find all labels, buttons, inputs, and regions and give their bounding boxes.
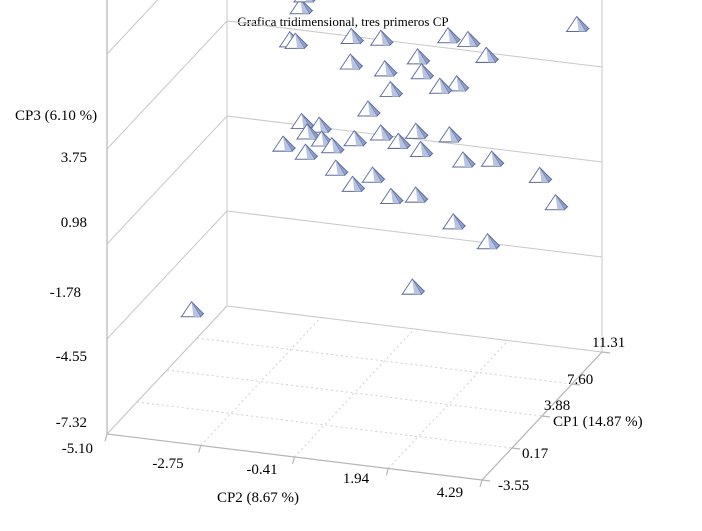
- scatter-point: [292, 0, 316, 3]
- floor-gridline: [136, 401, 513, 449]
- scatter-point: [456, 30, 481, 48]
- scatter-point: [361, 166, 386, 183]
- scatter-point: [409, 140, 434, 158]
- chart-title: Grafica tridimensional, tres primeros CP: [237, 14, 448, 29]
- y-tick-label: 7.60: [567, 372, 593, 388]
- x-tick-label: 1.94: [343, 471, 370, 487]
- scatter-point: [474, 46, 500, 64]
- scatter-point: [400, 278, 426, 295]
- floor-edge: [106, 305, 228, 435]
- scatter-point: [373, 60, 398, 77]
- grid-layer: [104, 0, 611, 488]
- back-wall-gridline: [226, 115, 603, 163]
- scatter-point: [369, 29, 394, 46]
- back-wall-gridline: [226, 210, 603, 258]
- scatter-point: [342, 129, 368, 147]
- y-axis-label: CP1 (14.87 %): [553, 414, 643, 430]
- z-axis-label: CP3 (6.10 %): [15, 108, 97, 124]
- z-tick-label: -1.78: [50, 285, 81, 301]
- points-layer: [180, 0, 590, 318]
- z-tick-label: 0.98: [61, 215, 87, 231]
- scatter-point: [320, 136, 345, 154]
- x-axis-tick: [385, 468, 389, 476]
- y-tick-label: 0.17: [522, 446, 549, 462]
- scatter-point: [410, 62, 435, 80]
- y-axis-tick: [511, 447, 521, 450]
- scatter-point: [406, 48, 431, 65]
- floor-gridline: [166, 369, 543, 417]
- z-tick-label: 3.75: [61, 150, 87, 166]
- scatter-point: [307, 116, 333, 133]
- z-tick-label: -7.32: [56, 415, 87, 431]
- x-tick-label: -2.75: [152, 456, 183, 472]
- scatter-point: [271, 135, 297, 152]
- y-axis-tick: [541, 415, 551, 418]
- left-wall-gridline: [106, 210, 228, 340]
- left-wall-gridline: [106, 115, 228, 245]
- scatter-point: [480, 150, 505, 167]
- x-tick-label: 4.29: [437, 485, 463, 501]
- y-axis-tick: [481, 479, 491, 482]
- left-wall-gridline: [106, 20, 228, 150]
- scatter-point: [428, 77, 453, 94]
- scatter-point: [436, 26, 462, 44]
- y-tick-label: 11.31: [592, 335, 625, 351]
- x-axis-label: CP2 (8.67 %): [217, 490, 299, 506]
- scatter-point: [290, 112, 315, 130]
- scatter-point: [324, 159, 349, 176]
- scatter-point: [339, 27, 365, 45]
- scatter-point: [544, 193, 569, 211]
- scatter-point: [379, 187, 404, 205]
- floor-gridline: [200, 317, 322, 446]
- x-axis-tick: [291, 456, 296, 465]
- scatter-point: [441, 212, 467, 230]
- scatter-point: [341, 175, 366, 193]
- scatter-point: [283, 32, 309, 50]
- x-tick-label: -0.41: [246, 462, 277, 478]
- back-wall-gridline: [226, 20, 603, 68]
- scatter-point: [288, 0, 314, 15]
- left-wall-gridline: [106, 0, 159, 55]
- scatter-point: [386, 132, 412, 150]
- scatter-point: [180, 300, 205, 318]
- floor-gridline: [294, 328, 415, 458]
- scatter-point: [445, 75, 470, 92]
- y-axis-tick: [571, 383, 581, 386]
- scatter-point: [404, 186, 429, 203]
- scatter-point: [378, 80, 404, 98]
- scatter-point: [437, 126, 463, 143]
- y-tick-label: -3.55: [498, 478, 529, 494]
- scatter-point: [476, 232, 501, 250]
- scatter-point: [294, 143, 319, 160]
- x-axis-tick: [479, 479, 483, 488]
- scatter-point: [404, 122, 429, 140]
- scatter-point: [369, 124, 394, 141]
- scatter-point: [565, 15, 590, 33]
- scatter-point: [528, 166, 553, 184]
- x-tick-label: -5.10: [62, 441, 93, 457]
- y-axis-tick: [601, 351, 611, 354]
- y-tick-label: 3.88: [544, 398, 570, 414]
- scatter-point: [451, 151, 476, 168]
- x-axis-tick: [198, 445, 202, 453]
- scatter-point: [338, 53, 364, 70]
- floor-gridline: [387, 340, 509, 469]
- x-axis-tick: [104, 433, 108, 442]
- scatter-point: [295, 123, 321, 140]
- scatter-point: [356, 100, 382, 117]
- z-tick-label: -4.55: [56, 349, 87, 365]
